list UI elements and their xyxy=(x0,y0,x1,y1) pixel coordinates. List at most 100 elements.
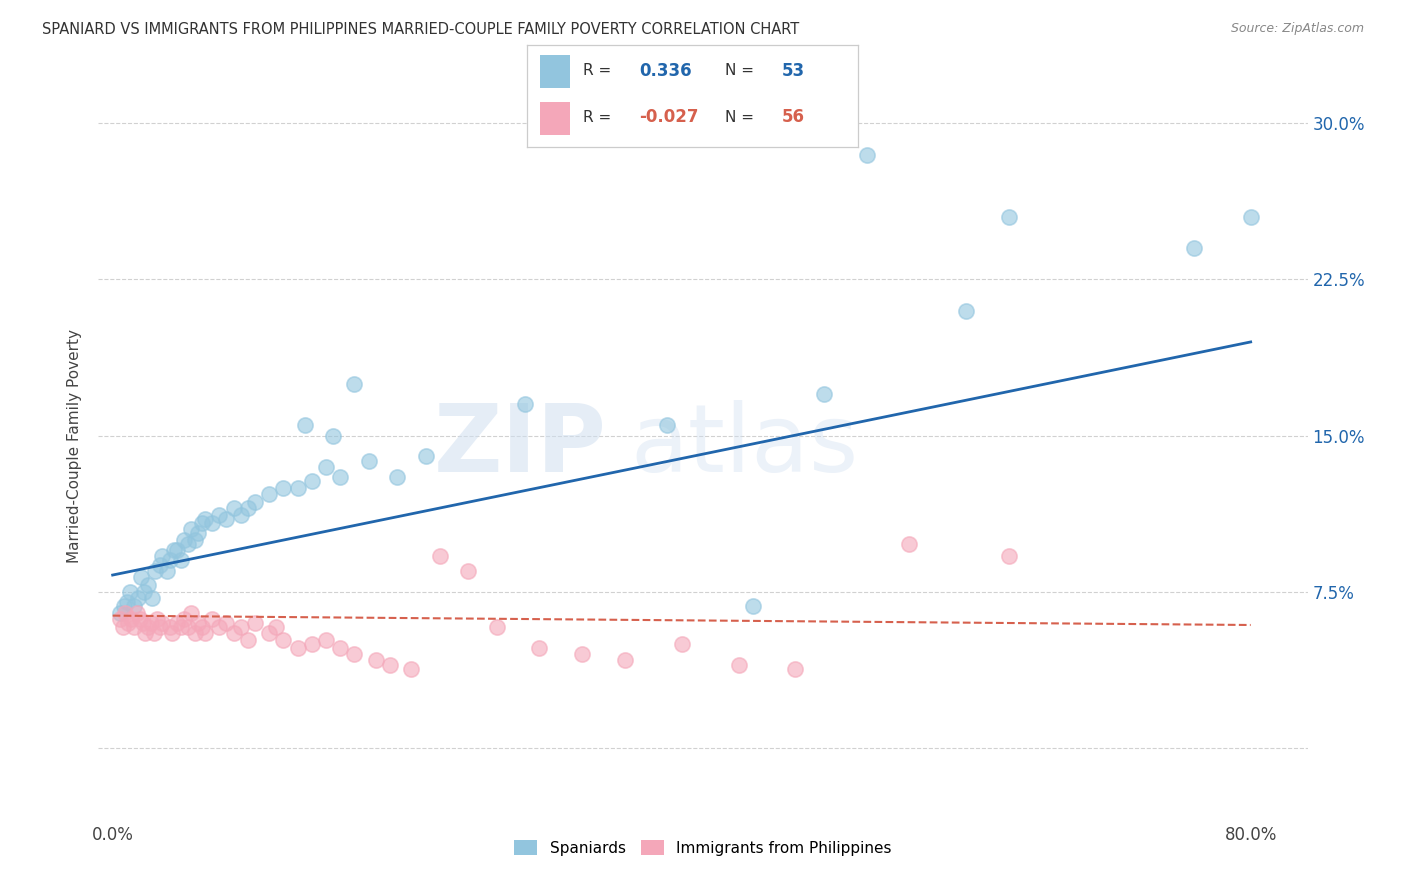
Point xyxy=(813,387,835,401)
Point xyxy=(613,653,636,667)
Point xyxy=(141,591,163,605)
Point xyxy=(741,599,763,614)
Text: 53: 53 xyxy=(782,62,804,79)
Point xyxy=(301,475,323,489)
Point xyxy=(287,481,309,495)
Point xyxy=(139,615,162,630)
Point xyxy=(222,501,245,516)
Point xyxy=(657,418,679,433)
Text: N =: N = xyxy=(725,110,755,125)
Text: -0.027: -0.027 xyxy=(640,109,699,127)
Point xyxy=(128,612,150,626)
Y-axis label: Married-Couple Family Poverty: Married-Couple Family Poverty xyxy=(67,329,83,563)
Point xyxy=(143,564,166,578)
Point xyxy=(184,626,207,640)
Point xyxy=(236,632,259,647)
Point xyxy=(785,662,807,676)
Point xyxy=(201,516,224,530)
Point xyxy=(385,470,408,484)
Legend: Spaniards, Immigrants from Philippines: Spaniards, Immigrants from Philippines xyxy=(509,834,897,862)
Point xyxy=(727,657,749,672)
Text: ZIP: ZIP xyxy=(433,400,606,492)
Point xyxy=(529,640,551,655)
Point xyxy=(998,210,1021,224)
Point xyxy=(222,626,245,640)
Point xyxy=(129,570,152,584)
Point xyxy=(191,620,214,634)
Point xyxy=(855,147,877,161)
Point xyxy=(117,615,139,630)
Point xyxy=(671,637,693,651)
Point xyxy=(180,606,202,620)
Point xyxy=(152,615,174,630)
Point xyxy=(177,620,200,634)
Point xyxy=(156,564,179,578)
Point xyxy=(287,640,309,655)
Point xyxy=(194,512,217,526)
Point xyxy=(357,453,380,467)
Text: SPANIARD VS IMMIGRANTS FROM PHILIPPINES MARRIED-COUPLE FAMILY POVERTY CORRELATIO: SPANIARD VS IMMIGRANTS FROM PHILIPPINES … xyxy=(42,22,800,37)
Point xyxy=(273,632,295,647)
Point xyxy=(112,599,135,614)
Point xyxy=(136,620,159,634)
Point xyxy=(955,303,977,318)
Point xyxy=(127,591,149,605)
Point xyxy=(229,620,252,634)
Point xyxy=(457,564,479,578)
Point xyxy=(152,549,174,564)
Point xyxy=(115,595,138,609)
Point xyxy=(329,640,352,655)
Point xyxy=(322,428,344,442)
Point xyxy=(343,647,366,661)
Text: Source: ZipAtlas.com: Source: ZipAtlas.com xyxy=(1230,22,1364,36)
Point xyxy=(170,620,193,634)
Point xyxy=(264,620,287,634)
Point xyxy=(429,549,451,564)
Point xyxy=(122,620,145,634)
Point xyxy=(132,584,155,599)
Point xyxy=(166,543,188,558)
Point xyxy=(184,533,207,547)
Point xyxy=(378,657,401,672)
Point xyxy=(191,516,214,530)
Point xyxy=(163,543,186,558)
Point xyxy=(108,612,131,626)
Point xyxy=(118,584,141,599)
Point xyxy=(329,470,352,484)
Point xyxy=(180,522,202,536)
Bar xyxy=(540,55,571,87)
Point xyxy=(215,512,238,526)
Point xyxy=(243,615,266,630)
Point xyxy=(177,537,200,551)
Point xyxy=(125,606,148,620)
Point xyxy=(145,612,167,626)
Point xyxy=(215,615,238,630)
Point xyxy=(315,632,337,647)
Text: N =: N = xyxy=(725,63,755,78)
Point xyxy=(315,459,337,474)
Point xyxy=(898,537,921,551)
Point xyxy=(294,418,316,433)
Point xyxy=(108,606,131,620)
Point xyxy=(142,626,165,640)
Point xyxy=(162,626,184,640)
Text: R =: R = xyxy=(583,110,612,125)
Point xyxy=(159,620,181,634)
Point xyxy=(273,481,295,495)
Point xyxy=(485,620,508,634)
Point xyxy=(243,495,266,509)
Point xyxy=(131,615,153,630)
Bar xyxy=(540,102,571,135)
Point xyxy=(111,620,134,634)
Point xyxy=(364,653,387,667)
Point xyxy=(301,637,323,651)
Point xyxy=(136,578,159,592)
Point xyxy=(120,612,142,626)
Point xyxy=(159,553,181,567)
Point xyxy=(415,450,437,464)
Point xyxy=(149,558,172,572)
Point xyxy=(201,612,224,626)
Point xyxy=(166,615,188,630)
Point xyxy=(122,599,145,614)
Point xyxy=(173,533,195,547)
